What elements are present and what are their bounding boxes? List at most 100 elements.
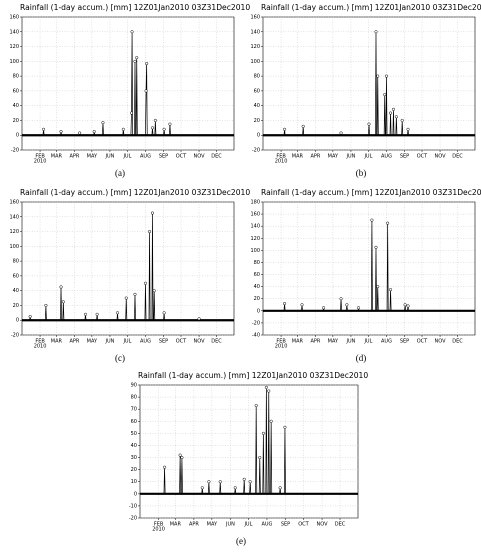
year-label: 2010: [34, 159, 47, 165]
year-label: 2010: [152, 527, 165, 533]
rain-point: [180, 455, 184, 460]
x-tick-label: APR: [69, 339, 79, 345]
y-tick-label: 20: [13, 303, 19, 309]
rain-line: [22, 213, 234, 321]
y-tick-label: 80: [13, 74, 19, 80]
rain-point: [301, 124, 305, 128]
x-tick-label: DEC: [452, 339, 463, 345]
x-tick-label: JUN: [105, 154, 115, 160]
y-tick-label: 80: [254, 260, 260, 266]
rain-point: [150, 211, 155, 215]
rain-point: [145, 62, 149, 66]
year-label: 2010: [275, 159, 288, 165]
x-tick-label: MAR: [292, 154, 304, 160]
rain-point: [406, 127, 410, 131]
y-tick-label: 0: [134, 491, 137, 497]
year-label: 2010: [275, 344, 288, 350]
y-tick-label: 40: [254, 284, 260, 290]
rain-point: [59, 285, 63, 289]
y-tick-label: 140: [250, 224, 260, 230]
x-tick-label: NOV: [317, 522, 329, 528]
chart-title: Rainfall (1-day accum.) [mm] 12Z01Jan201…: [261, 3, 481, 12]
rain-point: [386, 221, 390, 225]
rain-point: [59, 129, 63, 134]
x-tick-label: FEB: [35, 154, 45, 160]
x-tick-label: MAY: [207, 522, 218, 528]
y-tick-label: 160: [250, 212, 260, 218]
x-tick-label: SEP: [400, 154, 409, 160]
rain-point: [242, 477, 246, 481]
x-tick-label: OCT: [176, 154, 187, 160]
x-tick-label: DEC: [452, 154, 463, 160]
x-tick-label: NOV: [435, 339, 447, 345]
y-tick-label: -20: [252, 320, 260, 326]
rain-point: [370, 218, 374, 222]
x-tick-label: NOV: [194, 339, 206, 345]
rain-point: [248, 480, 252, 484]
y-tick-label: 10: [131, 479, 137, 485]
rain-point: [162, 127, 166, 131]
rain-point: [92, 129, 96, 134]
x-tick-label: APR: [69, 154, 79, 160]
y-tick-label: 100: [9, 244, 19, 250]
rain-point: [152, 289, 156, 293]
x-tick-label: SEP: [159, 339, 168, 345]
rain-point: [283, 425, 287, 429]
rain-point: [124, 296, 128, 300]
y-tick-label: 120: [250, 236, 260, 242]
rain-point: [391, 107, 396, 111]
year-label: 2010: [34, 344, 47, 350]
x-tick-label: MAY: [328, 339, 339, 345]
y-tick-label: 20: [254, 118, 260, 124]
x-tick-label: OCT: [417, 154, 428, 160]
rain-point: [300, 303, 304, 307]
x-tick-label: OCT: [298, 522, 309, 528]
chart-title: Rainfall (1-day accum.) [mm] 12Z01Jan201…: [20, 188, 250, 197]
rain-point: [115, 311, 120, 315]
rain-point: [322, 306, 326, 310]
x-tick-label: MAR: [292, 339, 304, 345]
y-tick-label: -20: [252, 148, 260, 154]
y-tick-label: 20: [254, 296, 260, 302]
y-tick-label: 60: [254, 272, 260, 278]
chart-title: Rainfall (1-day accum.) [mm] 12Z01Jan201…: [20, 3, 250, 12]
x-tick-label: FEB: [276, 339, 286, 345]
rain-point: [374, 30, 378, 34]
rain-point: [130, 30, 134, 34]
panel: Rainfall (1-day accum.) [mm] 12Z01Jan201…: [129, 371, 369, 546]
y-tick-label: 80: [131, 395, 137, 401]
rain-point: [278, 486, 282, 490]
rain-point: [61, 300, 65, 304]
y-tick-label: 0: [16, 318, 19, 324]
rain-point: [374, 245, 378, 249]
rain-line: [263, 220, 475, 312]
y-tick-label: 50: [131, 431, 137, 437]
rain-point: [147, 230, 152, 234]
panel: Rainfall (1-day accum.) [mm] 12Z01Jan201…: [250, 188, 481, 363]
y-tick-label: 70: [131, 407, 137, 413]
y-tick-label: 120: [9, 229, 19, 235]
rain-point: [383, 93, 387, 97]
rain-point: [233, 486, 237, 490]
y-tick-label: 60: [254, 88, 260, 94]
rain-point: [400, 118, 404, 122]
rain-point: [129, 111, 134, 115]
y-tick-label: 60: [131, 419, 137, 425]
y-tick-label: 90: [131, 383, 137, 389]
rain-point: [267, 389, 271, 393]
rain-point: [339, 297, 343, 301]
x-tick-label: OCT: [176, 339, 187, 345]
y-tick-label: -20: [11, 333, 19, 339]
panel-caption: (e): [236, 536, 246, 546]
y-tick-label: 0: [257, 308, 260, 314]
x-tick-label: JUN: [346, 339, 356, 345]
rain-point: [403, 303, 407, 307]
x-tick-label: SEP: [159, 154, 168, 160]
x-tick-label: JUL: [122, 154, 131, 160]
rain-point: [388, 288, 393, 292]
x-tick-label: MAR: [51, 154, 63, 160]
chart-title: Rainfall (1-day accum.) [mm] 12Z01Jan201…: [261, 188, 481, 197]
y-tick-label: 80: [13, 259, 19, 265]
y-tick-label: 40: [254, 103, 260, 109]
